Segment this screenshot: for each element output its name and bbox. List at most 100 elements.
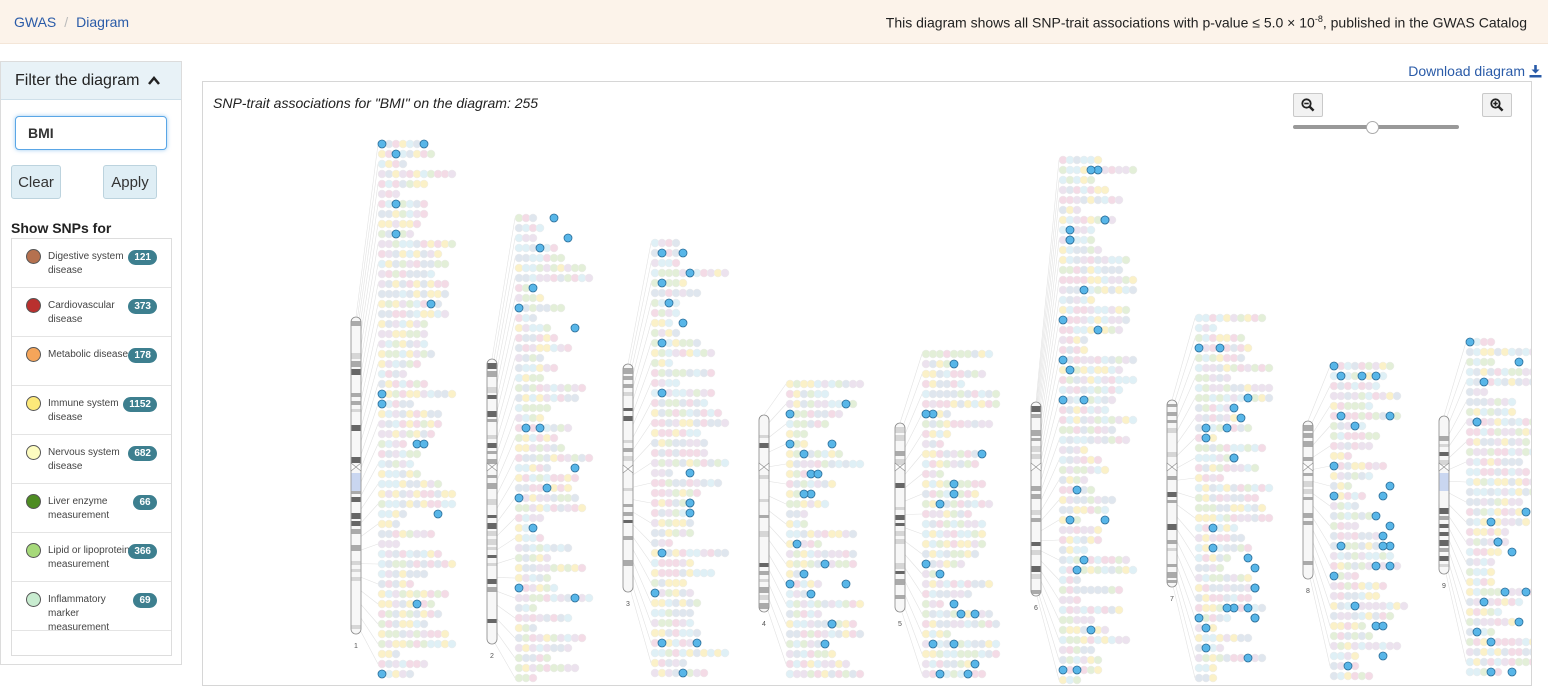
trait-search-input[interactable]: BMI (15, 116, 167, 150)
breadcrumb-separator: / (64, 14, 69, 30)
snp-dot (433, 609, 443, 619)
category-item[interactable]: Immune system disease 1152 (12, 386, 171, 435)
snp-dot (1378, 461, 1388, 471)
snp-dot-highlighted (657, 548, 667, 558)
snp-dot (419, 209, 429, 219)
snp-dot-highlighted (935, 569, 945, 579)
category-label: Digestive system disease (48, 251, 124, 276)
download-diagram-link[interactable]: Download diagram (1408, 63, 1542, 79)
snp-dot (685, 558, 695, 568)
snp-dot (1208, 323, 1218, 333)
category-item[interactable]: Inflammatory marker measurement 69 (12, 582, 171, 633)
snp-dot (1114, 325, 1124, 335)
chromosome-band (487, 531, 497, 536)
karyotype-diagram[interactable]: 1 2 3 4 5 6 7 8 9 (203, 82, 1532, 686)
snp-dot (692, 628, 702, 638)
notice-suffix: , published in the GWAS Catalog (1322, 14, 1527, 31)
chromosome-band (351, 457, 361, 463)
snp-dot (956, 379, 966, 389)
snp-dot-highlighted (1079, 285, 1089, 295)
snp-dot (685, 618, 695, 628)
zoom-out-icon (1301, 98, 1315, 112)
chromosome-band (623, 512, 633, 516)
snp-dot-highlighted (657, 638, 667, 648)
snp-dot (570, 493, 580, 503)
category-item[interactable]: Cardiovascular disease 373 (12, 288, 171, 337)
karyotype-diagram-panel: 1 2 3 4 5 6 7 8 9 SNP-trait associations for "BM… (202, 81, 1532, 686)
centromere (486, 462, 498, 472)
snp-dot-highlighted (1385, 411, 1395, 421)
snp-dot-highlighted (1194, 343, 1204, 353)
snp-dot-highlighted (1329, 571, 1339, 581)
snp-dot-highlighted (1243, 653, 1253, 663)
snp-dot-highlighted (1065, 515, 1075, 525)
snp-dot-highlighted (1507, 547, 1517, 557)
category-item[interactable]: Metabolic disease 178 (12, 337, 171, 386)
snp-dot-highlighted (563, 233, 573, 243)
snp-dot (426, 429, 436, 439)
chromosome-band (1031, 518, 1041, 522)
snp-dot (391, 519, 401, 529)
snp-dot-highlighted (1079, 395, 1089, 405)
snp-dot (1121, 555, 1131, 565)
connector-line (1171, 571, 1196, 659)
snp-dot-highlighted (426, 299, 436, 309)
category-item[interactable]: Nervous system disease 682 (12, 435, 171, 484)
category-label: Inflammatory marker measurement (48, 594, 110, 633)
chromosome-band (1167, 524, 1177, 530)
connector-line (1035, 179, 1060, 410)
chromosome-band (487, 435, 497, 439)
snp-dot-highlighted (935, 669, 945, 679)
snp-dot (528, 673, 538, 683)
snp-dot (535, 513, 545, 523)
snp-dot-highlighted (1058, 355, 1068, 365)
snp-dot (398, 439, 408, 449)
chromosome-band (487, 451, 497, 454)
snp-dot (692, 598, 702, 608)
connector-line (1443, 564, 1467, 663)
snp-dot (1093, 455, 1103, 465)
snp-dot (419, 199, 429, 209)
category-item[interactable]: Lipid or lipoprotein measurement 366 (12, 533, 171, 582)
snp-dot-highlighted (535, 243, 545, 253)
chromosome-band (1167, 412, 1177, 416)
apply-button[interactable]: Apply (103, 165, 157, 199)
category-item[interactable]: Digestive system disease 121 (12, 239, 171, 288)
snp-dot-highlighted (1058, 315, 1068, 325)
connector-line (899, 606, 923, 675)
snp-dot-highlighted (949, 359, 959, 369)
snp-dot (419, 659, 429, 669)
snp-dot (1371, 381, 1381, 391)
chromosome-band (487, 475, 497, 478)
snp-dot (542, 573, 552, 583)
snp-dot (398, 159, 408, 169)
snp-dot-highlighted (928, 639, 938, 649)
category-label: Immune system disease (48, 398, 119, 423)
chromosome-band (759, 587, 769, 593)
snp-dot (977, 539, 987, 549)
breadcrumb-current-link[interactable]: Diagram (76, 14, 130, 30)
snp-dot (577, 633, 587, 643)
chromosome-band (895, 579, 905, 585)
category-label: Liver enzyme measurement (48, 496, 110, 521)
snp-dot (447, 499, 457, 509)
category-item[interactable]: Liver enzyme measurement 66 (12, 484, 171, 533)
filter-header[interactable]: Filter the diagram (1, 62, 181, 100)
snp-dot (584, 453, 594, 463)
snp-dot-highlighted (1493, 537, 1503, 547)
snp-dot (1364, 441, 1374, 451)
breadcrumb-home-link[interactable]: GWAS (14, 14, 57, 30)
zoom-in-button[interactable] (1482, 93, 1512, 117)
snp-dot-highlighted (1343, 661, 1353, 671)
zoom-out-button[interactable] (1293, 93, 1323, 117)
snp-dot-highlighted (1378, 651, 1388, 661)
snp-dot-highlighted (1472, 627, 1482, 637)
snp-dot (1350, 651, 1360, 661)
zoom-slider-handle[interactable] (1366, 121, 1379, 134)
snp-dot (1371, 591, 1381, 601)
chromosome-band (351, 497, 361, 502)
clear-button[interactable]: Clear (11, 165, 61, 199)
filter-title: Filter the diagram (15, 71, 140, 89)
snp-dot (834, 449, 844, 459)
connector-line (1171, 337, 1196, 411)
